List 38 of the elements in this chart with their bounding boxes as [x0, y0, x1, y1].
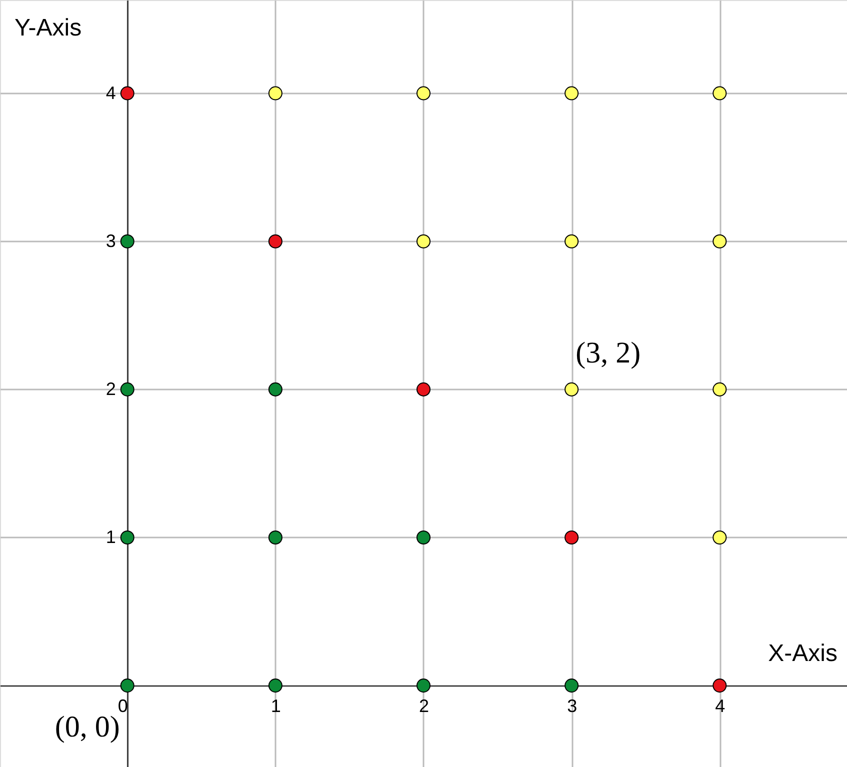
point [564, 382, 579, 396]
point [120, 382, 134, 396]
x-tick-label: 2 [418, 696, 430, 716]
point [564, 530, 579, 544]
x-tick-label: 3 [567, 696, 578, 716]
y-tick-label: 2 [106, 378, 116, 399]
y-axis-title: Y-Axis [14, 14, 82, 42]
point [712, 234, 727, 248]
point [564, 234, 579, 248]
y-tick-label: 3 [106, 230, 116, 251]
point [268, 234, 282, 248]
point [416, 530, 431, 544]
annotation: (3, 2) [576, 336, 641, 370]
point [120, 86, 134, 100]
point [120, 234, 134, 248]
point [564, 86, 579, 100]
point [268, 382, 282, 396]
x-axis-title: X-Axis [768, 640, 838, 668]
x-tick-label: 1 [270, 696, 281, 716]
point [268, 530, 282, 544]
point [416, 86, 431, 100]
point [416, 678, 431, 693]
point [120, 530, 134, 544]
y-tick-label: 4 [106, 82, 116, 103]
x-tick-label: 4 [715, 696, 726, 716]
point [712, 678, 727, 693]
point [268, 86, 282, 100]
y-tick-label: 1 [106, 526, 116, 547]
point [564, 678, 579, 693]
annotation: (0, 0) [54, 710, 120, 744]
point [416, 234, 431, 248]
point [712, 382, 727, 396]
point [712, 530, 727, 544]
point [712, 86, 727, 100]
point [416, 382, 431, 396]
point [268, 678, 282, 693]
point [120, 678, 134, 693]
x-tick-label: 0 [118, 696, 128, 716]
